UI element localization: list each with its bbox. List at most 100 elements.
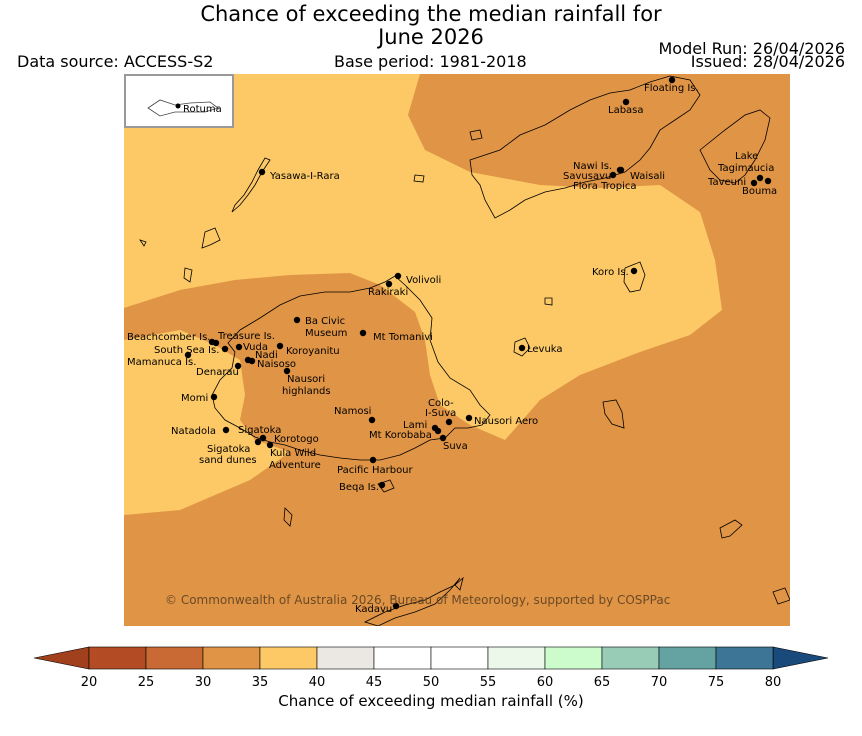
place-marker-koroyanitu	[276, 342, 284, 350]
place-marker-natadola	[222, 426, 230, 434]
koro-coastline	[623, 261, 646, 293]
map-region-35-40-southwest	[124, 330, 290, 515]
vanua-levu-coastline	[469, 75, 701, 219]
place-label-levuka: Levuka	[527, 344, 563, 355]
place-marker-mt-korobaba	[434, 427, 442, 435]
colorbar-tick-20: 20	[81, 675, 98, 690]
place-label-flora-tropica: Flora Tropica	[573, 181, 636, 192]
place-marker-rakiraki	[385, 280, 393, 288]
place-label-colo-i-suva-1: Colo-	[428, 398, 454, 409]
place-label-momi: Momi	[181, 393, 208, 404]
colorbar-tick-55: 55	[480, 675, 497, 690]
colorbar-bin-60-65	[544, 646, 603, 670]
place-marker-yasawa-i-rara	[258, 168, 266, 176]
place-label-vuda: Vuda	[243, 342, 268, 353]
viti-levu-coastline	[211, 275, 491, 461]
place-marker-volivoli	[394, 272, 402, 280]
place-marker-naisoso	[248, 357, 256, 365]
place-label-beqa-is: Beqa Is.	[339, 482, 379, 493]
colorbar-bin-35-40	[259, 646, 318, 670]
place-label-pacific-harbour: Pacific Harbour	[337, 465, 414, 476]
place-marker-ba-civic-museum-1	[293, 316, 301, 324]
rotuma-label: Rotuma	[183, 104, 222, 115]
small-islands	[139, 129, 790, 605]
place-label-beachcomber-is: Beachcomber Is.	[127, 332, 210, 343]
colorbar-bin-75-80	[715, 646, 774, 670]
place-marker-mamanuca-is	[184, 351, 192, 359]
place-label-mt-tomanivi: Mt Tomanivi	[373, 332, 433, 343]
place-marker-koro-is	[630, 267, 638, 275]
place-label-rakiraki: Rakiraki	[368, 287, 408, 298]
colorbar-tick-45: 45	[366, 675, 383, 690]
place-label-kula-wild-adventure-2: Adventure	[269, 460, 321, 471]
place-marker-treasure-is	[212, 339, 220, 347]
colorbar-tick-65: 65	[594, 675, 611, 690]
place-label-lake-tagimaucia-1: Lake	[735, 151, 758, 162]
place-marker-taveuni	[750, 179, 758, 187]
colorbar-under-arrow	[33, 646, 90, 670]
place-label-ba-civic-museum-2: Museum	[305, 328, 347, 339]
place-label-treasure-is: Treasure Is.	[217, 331, 275, 342]
colorbar-tick-35: 35	[252, 675, 269, 690]
place-label-sigatoka-sand-dunes-1: Sigatoka	[207, 444, 250, 455]
base-period: Base period: 1981-2018	[334, 52, 527, 71]
place-label-denarau: Denarau	[196, 367, 239, 378]
place-label-suva: Suva	[443, 441, 468, 452]
place-label-nadi: Nadi	[255, 350, 278, 361]
colorbar-bin-50-55	[430, 646, 489, 670]
place-marker-suva	[439, 434, 447, 442]
place-marker-south-sea-is	[221, 345, 229, 353]
ovalau-coastline	[513, 337, 531, 357]
place-label-south-sea-is: South Sea Is.	[154, 345, 219, 356]
place-label-yasawa-i-rara: Yasawa-I-Rara	[269, 171, 340, 182]
place-marker-levuka	[518, 344, 526, 352]
place-marker-savusavu	[609, 171, 617, 179]
place-marker-nausori-highlands-1	[283, 367, 291, 375]
place-label-kadavu: Kadavu	[355, 604, 392, 615]
place-marker-denarau	[234, 362, 242, 370]
place-marker-labasa	[622, 98, 630, 106]
colorbar-tick-60: 60	[537, 675, 554, 690]
place-label-koroyanitu: Koroyanitu	[286, 346, 340, 357]
model-run: Model Run: 26/04/2026	[658, 39, 846, 58]
colorbar-label: Chance of exceeding median rainfall (%)	[278, 692, 584, 710]
colorbar-tick-80: 80	[765, 675, 782, 690]
colorbar-tick-50: 50	[423, 675, 440, 690]
place-marker-bouma	[764, 177, 772, 185]
place-label-waisali: Waisali	[630, 171, 665, 182]
place-label-naisoso: Naisoso	[257, 359, 296, 370]
place-label-ba-civic-museum-1: Ba Civic	[305, 316, 345, 327]
place-label-kula-wild-adventure-1: Kula Wild	[270, 448, 316, 459]
taveuni-coastline	[699, 109, 771, 184]
colorbar-bin-65-70	[601, 646, 660, 670]
copyright-notice: © Commonwealth of Australia 2026, Bureau…	[165, 593, 670, 607]
map-title-line1: Chance of exceeding the median rainfall …	[200, 2, 662, 26]
colorbar-tick-70: 70	[651, 675, 668, 690]
colorbar-bin-20-25	[88, 646, 147, 670]
place-label-mamanuca-is: Mamanuca Is.	[127, 357, 196, 368]
yasawa-coastline	[231, 157, 271, 213]
data-source: Data source: ACCESS-S2	[17, 52, 214, 71]
colorbar-bin-70-75	[658, 646, 717, 670]
colorbar-bin-25-30	[145, 646, 204, 670]
place-label-labasa: Labasa	[608, 105, 644, 116]
place-marker-colo-i-suva-1	[445, 418, 453, 426]
place-label-volivoli: Volivoli	[406, 275, 441, 286]
place-label-natadola: Natadola	[171, 426, 216, 437]
place-marker-nausori-aero	[465, 414, 473, 422]
place-label-savusavu: Savusavu	[563, 171, 611, 182]
place-marker-namosi	[368, 416, 376, 424]
place-marker-kadavu	[392, 602, 400, 610]
place-label-nausori-highlands-2: highlands	[282, 386, 331, 397]
place-label-nawi-is: Nawi Is.	[573, 161, 612, 172]
place-label-colo-i-suva-2: I-Suva	[425, 408, 456, 419]
place-label-nausori-highlands-1: Nausori	[287, 374, 325, 385]
place-label-floating-is: Floating Is.	[644, 83, 699, 94]
place-label-sigatoka-sand-dunes-2: sand dunes	[199, 455, 257, 466]
colorbar-tick-75: 75	[708, 675, 725, 690]
place-marker-momi	[210, 393, 218, 401]
place-label-lami: Lami	[403, 420, 427, 431]
place-label-koro-is: Koro Is.	[592, 267, 629, 278]
place-marker-kula-wild-adventure-1	[266, 441, 274, 449]
